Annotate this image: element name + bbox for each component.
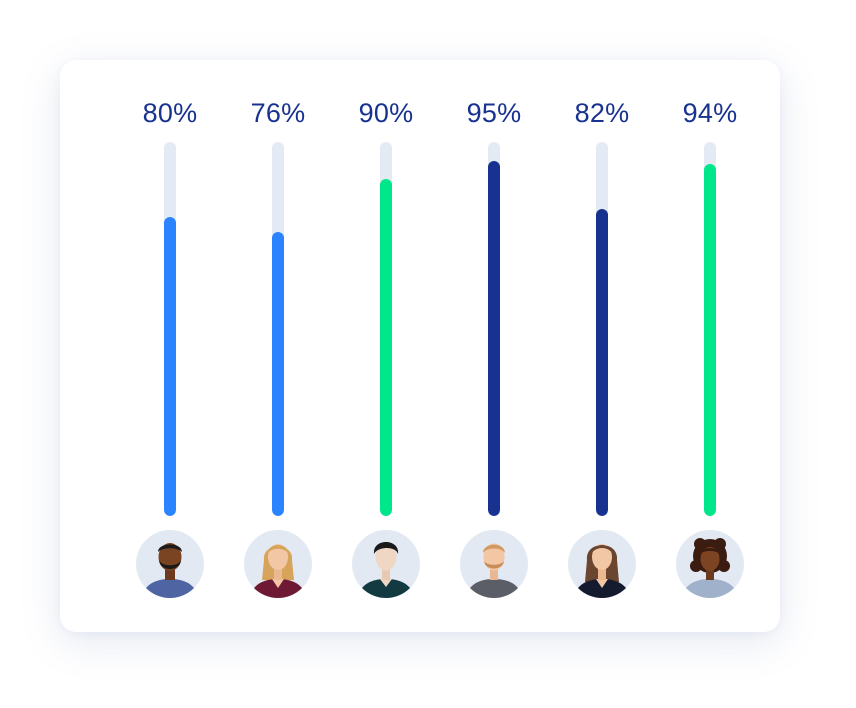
bar-value-label: 80% <box>142 98 198 128</box>
woman-curly-hair-avatar-icon <box>676 530 744 598</box>
bar-fill <box>380 179 392 516</box>
woman-brown-hair-avatar-icon <box>568 530 636 598</box>
bar-fill <box>272 232 284 516</box>
bar-track <box>164 142 176 516</box>
woman-blonde-hair-avatar-icon <box>244 530 312 598</box>
man-ginger-beard-avatar-icon <box>460 530 528 598</box>
bar-track <box>704 142 716 516</box>
bar-column: 80% <box>116 60 224 632</box>
man-dark-hair-avatar-icon <box>352 530 420 598</box>
chart-card: 80% 76% <box>60 60 780 632</box>
bar-track <box>272 142 284 516</box>
bar-column: 76% <box>224 60 332 632</box>
bar-track <box>380 142 392 516</box>
bar-value-label: 82% <box>574 98 630 128</box>
man-dark-skin-beard-avatar-icon <box>136 530 204 598</box>
bar-value-label: 94% <box>682 98 738 128</box>
bar-fill <box>704 164 716 516</box>
bar-value-label: 76% <box>250 98 306 128</box>
bar-fill <box>488 161 500 516</box>
bar-value-label: 90% <box>358 98 414 128</box>
bar-column: 94% <box>656 60 764 632</box>
bar-column: 82% <box>548 60 656 632</box>
bar-fill <box>164 217 176 516</box>
bar-track <box>488 142 500 516</box>
bar-column: 90% <box>332 60 440 632</box>
bar-track <box>596 142 608 516</box>
bar-column: 95% <box>440 60 548 632</box>
bar-value-label: 95% <box>466 98 522 128</box>
bar-fill <box>596 209 608 516</box>
